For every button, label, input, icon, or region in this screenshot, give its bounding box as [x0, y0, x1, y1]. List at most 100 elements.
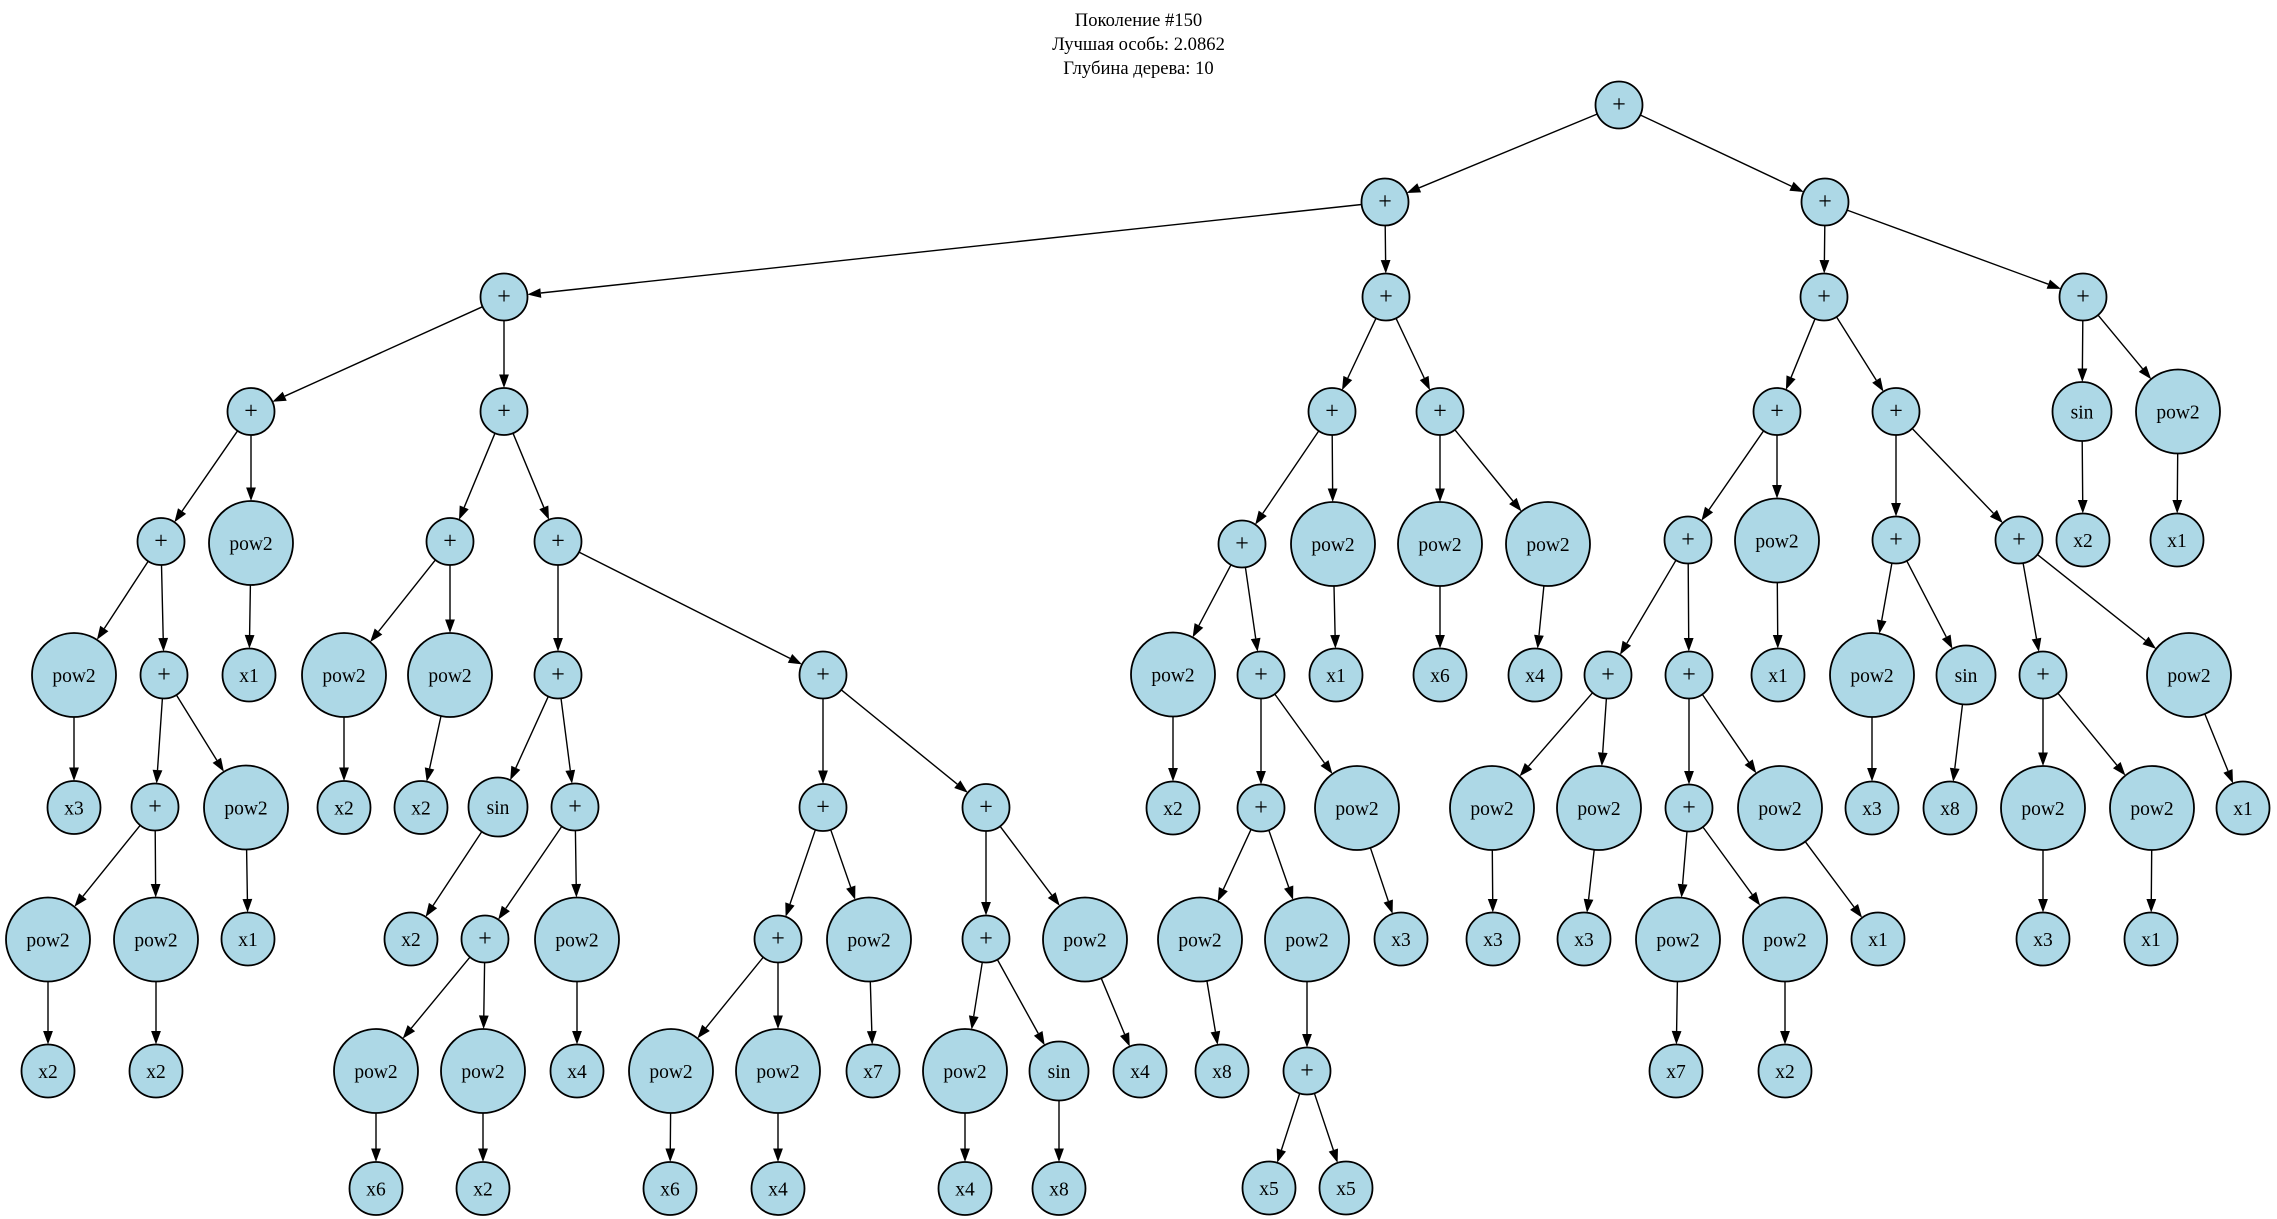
svg-text:+: +: [551, 529, 565, 555]
svg-text:sin: sin: [1048, 1062, 1071, 1083]
svg-text:+: +: [1889, 527, 1903, 553]
svg-text:+: +: [1235, 531, 1249, 557]
svg-text:pow2: pow2: [1470, 799, 1513, 820]
svg-text:+: +: [1889, 399, 1903, 425]
svg-text:+: +: [154, 529, 168, 555]
svg-text:+: +: [1682, 662, 1696, 688]
svg-text:x1: x1: [2141, 930, 2161, 951]
svg-text:pow2: pow2: [224, 798, 267, 819]
svg-text:+: +: [157, 662, 171, 688]
svg-text:pow2: pow2: [1418, 535, 1461, 556]
svg-text:x3: x3: [1483, 930, 1503, 951]
svg-text:x1: x1: [2167, 531, 2187, 552]
svg-text:+: +: [1818, 189, 1832, 215]
svg-text:+: +: [478, 926, 492, 952]
svg-text:x3: x3: [1862, 799, 1882, 820]
svg-text:+: +: [1254, 795, 1268, 821]
svg-text:pow2: pow2: [943, 1062, 986, 1083]
svg-text:+: +: [244, 399, 258, 425]
svg-text:x8: x8: [1212, 1062, 1232, 1083]
svg-text:pow2: pow2: [322, 666, 365, 687]
svg-text:x2: x2: [146, 1062, 166, 1083]
svg-text:+: +: [816, 662, 830, 688]
svg-text:+: +: [1682, 795, 1696, 821]
svg-text:pow2: pow2: [354, 1062, 397, 1083]
svg-text:x4: x4: [955, 1179, 975, 1200]
svg-text:pow2: pow2: [1285, 930, 1328, 951]
svg-text:+: +: [1770, 399, 1784, 425]
svg-text:+: +: [771, 926, 785, 952]
svg-text:pow2: pow2: [1656, 930, 1699, 951]
svg-text:x3: x3: [1391, 930, 1411, 951]
svg-text:pow2: pow2: [1850, 666, 1893, 687]
svg-text:+: +: [979, 926, 993, 952]
svg-text:pow2: pow2: [1063, 930, 1106, 951]
svg-text:pow2: pow2: [1763, 930, 1806, 951]
svg-text:+: +: [497, 399, 511, 425]
svg-text:pow2: pow2: [555, 930, 598, 951]
svg-text:+: +: [1254, 662, 1268, 688]
svg-text:pow2: pow2: [229, 534, 272, 555]
svg-text:pow2: pow2: [461, 1062, 504, 1083]
svg-text:sin: sin: [487, 798, 510, 819]
svg-text:x7: x7: [863, 1062, 883, 1083]
svg-text:sin: sin: [2071, 402, 2094, 423]
svg-text:+: +: [1681, 527, 1695, 553]
svg-text:x1: x1: [2233, 799, 2253, 820]
svg-text:pow2: pow2: [1758, 799, 1801, 820]
svg-text:pow2: pow2: [2021, 799, 2064, 820]
svg-text:pow2: pow2: [134, 930, 177, 951]
svg-text:+: +: [568, 794, 582, 820]
svg-text:x6: x6: [366, 1179, 386, 1200]
svg-text:+: +: [1601, 662, 1615, 688]
svg-text:pow2: pow2: [1526, 535, 1569, 556]
svg-text:pow2: pow2: [1178, 930, 1221, 951]
svg-text:+: +: [1817, 284, 1831, 310]
svg-text:x4: x4: [768, 1179, 788, 1200]
svg-text:x3: x3: [2033, 930, 2053, 951]
svg-text:x8: x8: [1049, 1179, 1069, 1200]
svg-text:pow2: pow2: [2156, 402, 2199, 423]
svg-text:+: +: [816, 795, 830, 821]
svg-text:x6: x6: [660, 1179, 680, 1200]
svg-text:pow2: pow2: [1755, 531, 1798, 552]
svg-text:+: +: [443, 529, 457, 555]
svg-text:x7: x7: [1666, 1062, 1686, 1083]
svg-text:x1: x1: [238, 930, 258, 951]
svg-text:+: +: [1379, 284, 1393, 310]
svg-text:x2: x2: [334, 798, 354, 819]
svg-text:x4: x4: [1130, 1062, 1150, 1083]
svg-text:+: +: [979, 795, 993, 821]
svg-text:x2: x2: [1163, 799, 1183, 820]
svg-text:+: +: [148, 794, 162, 820]
svg-text:pow2: pow2: [1577, 799, 1620, 820]
svg-text:x3: x3: [64, 798, 84, 819]
svg-text:x3: x3: [1574, 930, 1594, 951]
svg-text:x1: x1: [1326, 666, 1346, 687]
svg-text:pow2: pow2: [2167, 666, 2210, 687]
svg-text:pow2: pow2: [756, 1062, 799, 1083]
svg-text:pow2: pow2: [2130, 799, 2173, 820]
svg-text:x2: x2: [411, 798, 431, 819]
svg-text:pow2: pow2: [52, 666, 95, 687]
svg-text:pow2: pow2: [1335, 799, 1378, 820]
svg-text:+: +: [1300, 1058, 1314, 1084]
svg-text:+: +: [1378, 189, 1392, 215]
svg-text:x2: x2: [1775, 1062, 1795, 1083]
svg-text:pow2: pow2: [649, 1062, 692, 1083]
svg-text:+: +: [1612, 92, 1626, 118]
svg-text:pow2: pow2: [428, 666, 471, 687]
svg-text:+: +: [1433, 399, 1447, 425]
svg-text:x6: x6: [1430, 666, 1450, 687]
svg-text:x2: x2: [473, 1179, 493, 1200]
svg-text:x4: x4: [567, 1062, 587, 1083]
svg-text:sin: sin: [1955, 666, 1978, 687]
svg-text:+: +: [2036, 662, 2050, 688]
svg-text:x5: x5: [1259, 1179, 1279, 1200]
svg-text:pow2: pow2: [847, 930, 890, 951]
svg-text:+: +: [551, 662, 565, 688]
svg-text:x1: x1: [1768, 666, 1788, 687]
svg-text:pow2: pow2: [1311, 535, 1354, 556]
svg-text:x1: x1: [1868, 930, 1888, 951]
svg-text:pow2: pow2: [26, 930, 69, 951]
